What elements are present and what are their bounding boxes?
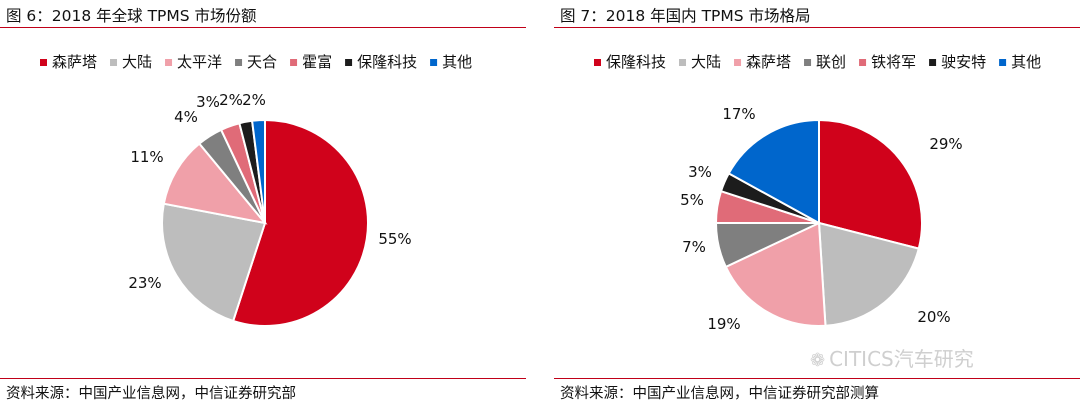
- source-note: 资料来源：中国产业信息网，中信证券研究部测算: [560, 386, 879, 402]
- data-label: 19%: [707, 315, 740, 333]
- chart-title: 图 7：2018 年国内 TPMS 市场格局: [560, 7, 811, 25]
- legend-swatch: [235, 59, 243, 66]
- legend-label: 太平洋: [177, 53, 222, 71]
- chart-title: 图 6：2018 年全球 TPMS 市场份额: [6, 7, 257, 25]
- pie-slice: [162, 142, 268, 225]
- legend-swatch: [110, 59, 118, 66]
- legend: 保隆科技 大陆 森萨塔 联创 铁将军 驶安特 其他: [594, 53, 1041, 71]
- legend-swatch: [165, 59, 173, 66]
- legend-label: 驶安特: [941, 53, 986, 71]
- data-label: 3%: [196, 93, 220, 111]
- pie-slice: [161, 202, 267, 323]
- pie-slice: [231, 118, 369, 327]
- source-rule: [554, 378, 1080, 379]
- legend-label: 联创: [816, 53, 846, 71]
- legend-label: 天合: [247, 53, 277, 71]
- legend-swatch: [679, 59, 687, 66]
- legend-swatch: [804, 59, 812, 66]
- data-label: 11%: [130, 148, 163, 166]
- legend-swatch: [594, 59, 601, 66]
- legend-label: 大陆: [122, 53, 152, 71]
- data-label: 2%: [242, 91, 266, 109]
- pie-slice: [727, 118, 820, 225]
- legend-swatch: [290, 59, 298, 66]
- title-rule: [554, 27, 1080, 28]
- legend-swatch: [999, 59, 1007, 66]
- legend-swatch: [929, 59, 937, 66]
- legend-label: 保隆科技: [357, 53, 417, 71]
- watermark: ❁ CITICS汽车研究: [810, 343, 974, 372]
- legend-label: 大陆: [691, 53, 721, 71]
- data-label: 20%: [917, 308, 950, 326]
- watermark-text: CITICS汽车研究: [829, 347, 974, 371]
- pie-slice: [818, 118, 923, 250]
- chart-panel-domestic: 图 7：2018 年国内 TPMS 市场格局 保隆科技 大陆 森萨塔 联创 铁将军 驶安特…: [554, 0, 1080, 407]
- title-rule: [0, 27, 526, 28]
- legend-swatch: [734, 59, 742, 66]
- legend-swatch: [859, 59, 867, 66]
- data-label: 29%: [929, 135, 962, 153]
- legend-swatch: [40, 59, 47, 66]
- chart-panel-global: 图 6：2018 年全球 TPMS 市场份额 森萨塔 大陆 太平洋 天合 霍富 保隆科技 其…: [0, 0, 526, 407]
- legend-label: 森萨塔: [52, 53, 97, 71]
- source-note: 资料来源：中国产业信息网，中信证券研究部: [6, 386, 296, 402]
- legend-label: 霍富: [302, 53, 332, 71]
- source-rule: [0, 378, 526, 379]
- legend-label: 其他: [1011, 53, 1041, 71]
- data-label: 4%: [174, 108, 198, 126]
- data-label: 55%: [378, 230, 411, 248]
- legend-label: 其他: [442, 53, 472, 71]
- pie-slice: [250, 118, 266, 224]
- data-label: 23%: [128, 274, 161, 292]
- pie-slice: [817, 221, 920, 327]
- data-label: 7%: [682, 238, 706, 256]
- data-label: 2%: [219, 91, 243, 109]
- data-label: 3%: [688, 163, 712, 181]
- legend-label: 铁将军: [871, 53, 916, 71]
- pie-chart-domestic: 保隆科技 大陆 森萨塔 联创 铁将军 驶安特 其他 29% 20% 19% 7% 5% 3% 17%: [594, 53, 1041, 333]
- pie-slice: [724, 221, 827, 327]
- legend-swatch: [430, 59, 438, 66]
- legend-label: 森萨塔: [746, 53, 791, 71]
- data-label: 17%: [722, 105, 755, 123]
- wechat-icon: ❁: [810, 350, 826, 371]
- data-label: 5%: [680, 191, 704, 209]
- legend-label: 保隆科技: [606, 53, 666, 71]
- legend: 森萨塔 大陆 太平洋 天合 霍富 保隆科技 其他: [40, 53, 472, 71]
- legend-swatch: [345, 59, 353, 66]
